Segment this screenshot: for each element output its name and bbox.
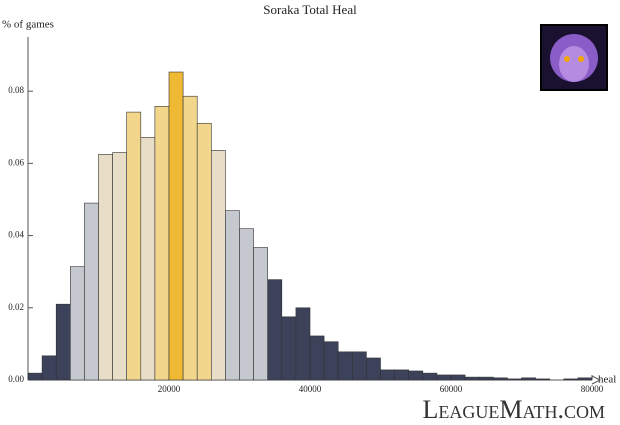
- bar: [168, 71, 184, 381]
- bar: [98, 154, 113, 381]
- bar: [478, 376, 494, 381]
- bar: [577, 377, 593, 381]
- bar: [140, 137, 156, 381]
- bar: [55, 303, 71, 381]
- bar: [422, 372, 438, 381]
- bar: [408, 370, 424, 381]
- bar: [112, 152, 127, 381]
- watermark: LeagueMath.com: [423, 395, 606, 424]
- bar: [267, 279, 283, 381]
- x-tick-label: 20000: [158, 384, 181, 394]
- bar: [196, 122, 212, 381]
- bar: [182, 95, 198, 381]
- bar: [27, 372, 43, 381]
- x-axis-arrow: [591, 375, 602, 385]
- bar: [351, 351, 367, 381]
- bar: [154, 106, 170, 381]
- portrait: [540, 24, 608, 91]
- bar: [436, 374, 452, 381]
- bar: [211, 150, 226, 381]
- y-axis-label: % of games: [2, 19, 54, 31]
- bar: [507, 378, 522, 381]
- y-tick-label: 0.00: [8, 374, 24, 384]
- bar: [380, 369, 395, 381]
- bar: [521, 377, 536, 381]
- bar: [225, 210, 240, 381]
- bar: [126, 111, 142, 381]
- bar: [366, 357, 381, 381]
- bar: [394, 369, 410, 381]
- bar: [464, 376, 480, 381]
- bar: [84, 202, 99, 381]
- chart-title: Soraka Total Heal: [263, 2, 357, 17]
- x-axis-label: heal: [598, 374, 616, 386]
- bar: [281, 316, 297, 381]
- bar: [309, 335, 325, 381]
- x-tick-label: 80000: [581, 384, 604, 394]
- bar: [70, 266, 85, 381]
- x-tick-label: 60000: [440, 384, 463, 394]
- bar: [239, 228, 254, 381]
- bar: [450, 374, 466, 381]
- bar: [253, 247, 269, 381]
- y-tick-label: 0.06: [8, 157, 24, 167]
- bar: [295, 307, 311, 381]
- bar: [41, 355, 57, 381]
- bar: [323, 341, 339, 381]
- y-tick-label: 0.08: [8, 85, 24, 95]
- bar: [563, 378, 579, 381]
- y-tick-label: 0.04: [8, 230, 24, 240]
- y-tick-label: 0.02: [8, 302, 24, 312]
- x-tick-label: 40000: [299, 384, 322, 394]
- bar: [535, 378, 550, 381]
- bar: [492, 377, 508, 381]
- bar: [337, 351, 353, 381]
